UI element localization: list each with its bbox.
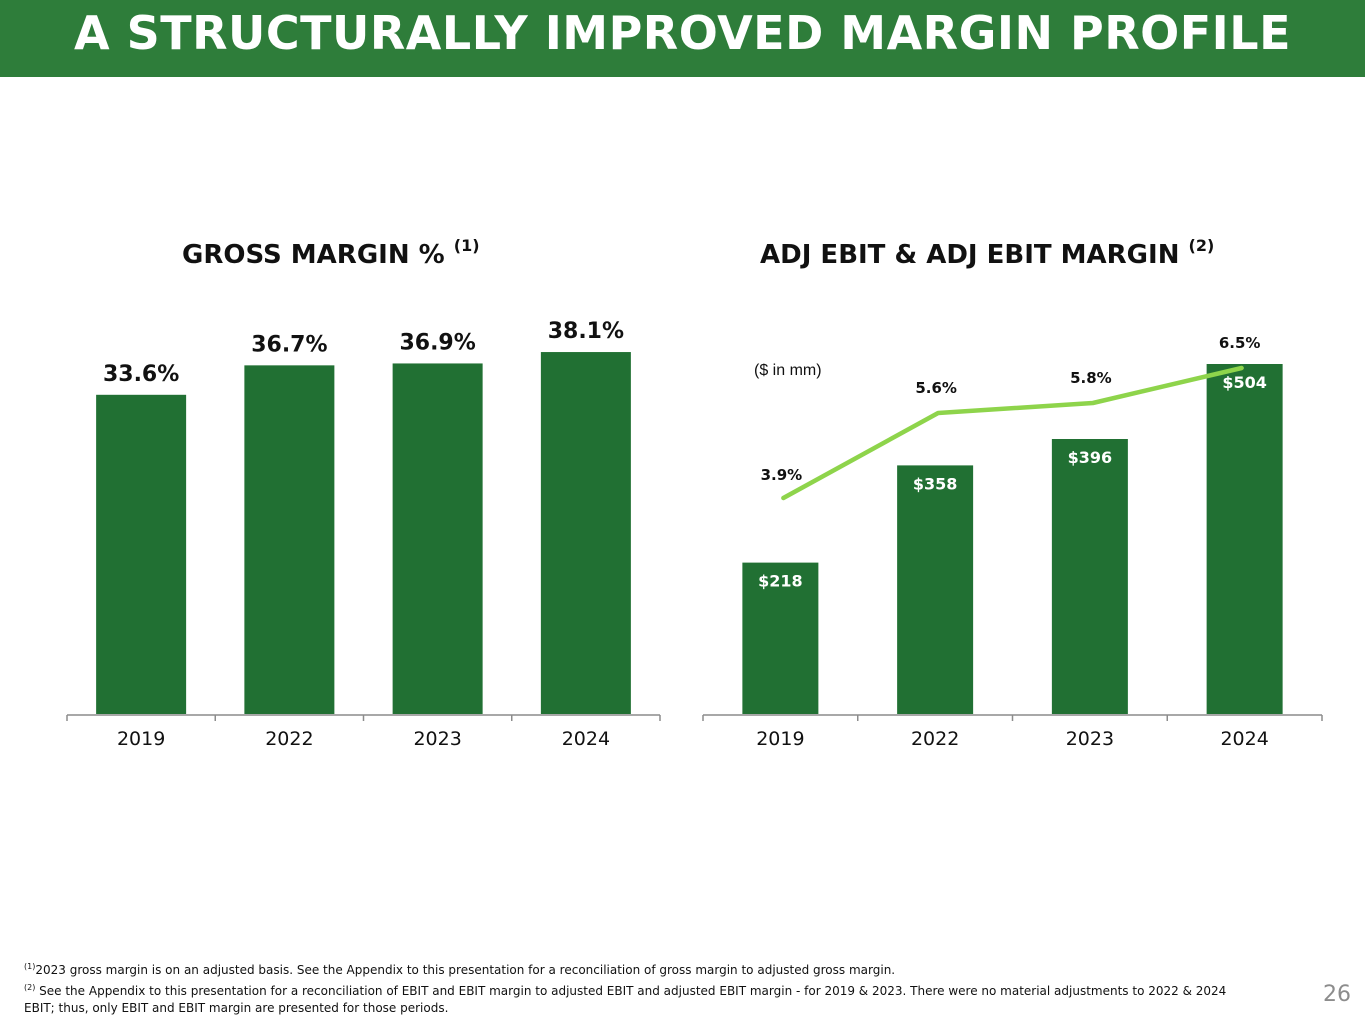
ebit-x-tick-label-2023: 2023	[1066, 728, 1114, 750]
ebit-margin-label-2022: 5.6%	[915, 379, 957, 397]
gross-margin-x-tick-label-2023: 2023	[413, 728, 461, 750]
gross-margin-x-tick-label-2022: 2022	[265, 728, 313, 750]
page-number: 26	[1323, 982, 1351, 1007]
gross-margin-value-label-2023: 36.9%	[399, 330, 475, 355]
footnote-1-text: 2023 gross margin is on an adjusted basi…	[35, 963, 896, 977]
gross-margin-x-tick-label-2024: 2024	[562, 728, 610, 750]
ebit-x-tick-label-2024: 2024	[1220, 728, 1268, 750]
footnote-2: (2) See the Appendix to this presentatio…	[24, 979, 1254, 1017]
ebit-bar-2019	[742, 562, 819, 714]
ebit-margin-label-2024: 6.5%	[1219, 334, 1261, 352]
ebit-margin-label-2023: 5.8%	[1070, 369, 1112, 387]
gross-margin-bar-2019	[96, 394, 187, 714]
footnote-2-text: See the Appendix to this presentation fo…	[24, 984, 1227, 1015]
gross-margin-title-footnote-marker: (1)	[453, 236, 480, 255]
ebit-title-text: ADJ EBIT & ADJ EBIT MARGIN	[760, 240, 1180, 270]
ebit-value-label-2024: $504	[1222, 373, 1267, 392]
gross-margin-title-text: GROSS MARGIN %	[182, 240, 445, 270]
title-bar: A STRUCTURALLY IMPROVED MARGIN PROFILE	[0, 0, 1365, 77]
gross-margin-bar-2024	[540, 352, 631, 714]
gross-margin-value-label-2019: 33.6%	[103, 362, 179, 387]
gross-margin-bar-2022	[244, 365, 335, 714]
ebit-x-tick-label-2022: 2022	[911, 728, 959, 750]
gross-margin-bar-2023	[392, 363, 483, 714]
gross-margin-chart-title: GROSS MARGIN % (1)	[182, 236, 480, 270]
ebit-bar-2024	[1206, 364, 1283, 714]
gross-margin-value-label-2022: 36.7%	[251, 332, 327, 357]
gross-margin-x-tick-label-2019: 2019	[117, 728, 165, 750]
ebit-unit-note: ($ in mm)	[754, 362, 822, 379]
footnote-1-marker: (1)	[24, 962, 36, 971]
ebit-bar-2022	[897, 465, 974, 714]
ebit-margin-line	[781, 365, 1244, 501]
footnotes: (1)2023 gross margin is on an adjusted b…	[24, 958, 1254, 1017]
ebit-value-label-2023: $396	[1068, 448, 1113, 467]
ebit-margin-label-2019: 3.9%	[761, 466, 803, 484]
page-title: A STRUCTURALLY IMPROVED MARGIN PROFILE	[74, 6, 1291, 60]
ebit-value-label-2019: $218	[758, 572, 803, 591]
ebit-bar-2023	[1051, 439, 1128, 714]
ebit-value-label-2022: $358	[913, 474, 958, 493]
footnote-1: (1)2023 gross margin is on an adjusted b…	[24, 958, 1254, 979]
footnote-2-marker: (2)	[24, 983, 36, 992]
ebit-x-tick-label-2019: 2019	[756, 728, 804, 750]
ebit-title-footnote-marker: (2)	[1188, 236, 1215, 255]
gross-margin-value-label-2024: 38.1%	[548, 319, 624, 344]
ebit-chart-title: ADJ EBIT & ADJ EBIT MARGIN (2)	[760, 236, 1214, 270]
